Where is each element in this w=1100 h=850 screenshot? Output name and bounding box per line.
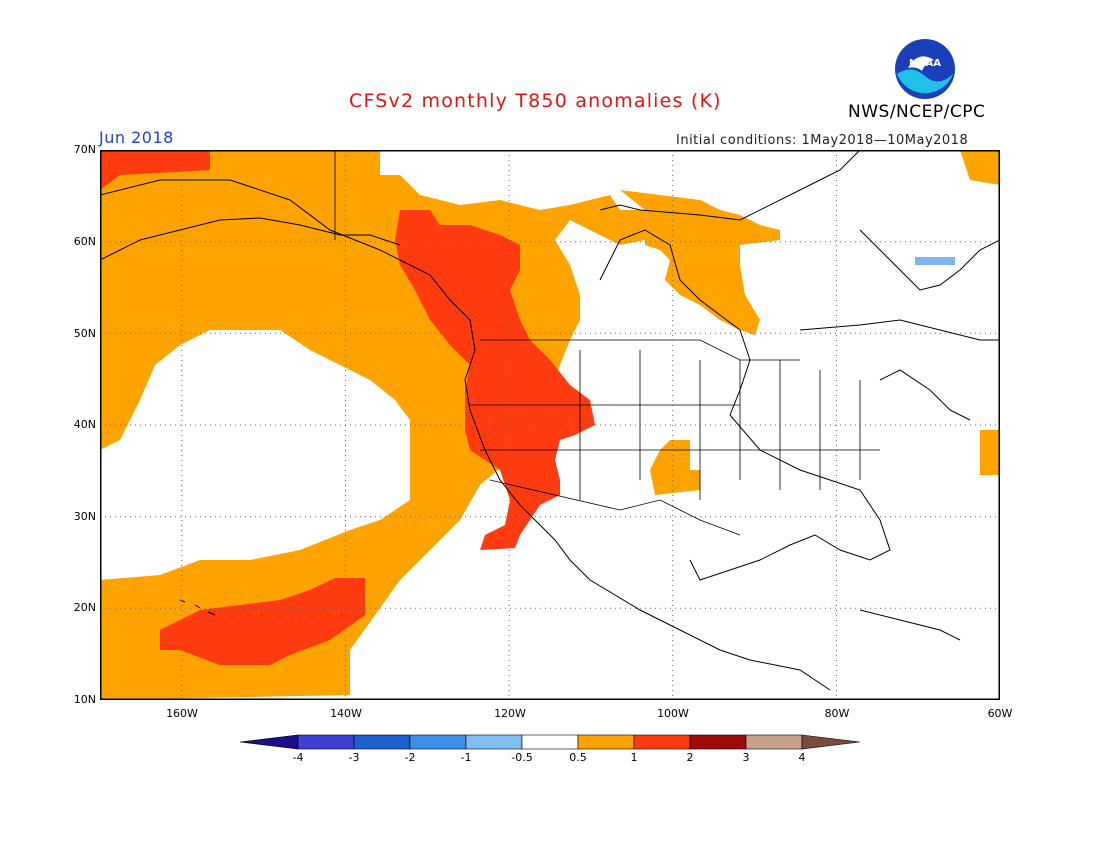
colorbar-cell-7 <box>633 734 691 750</box>
colorbar-label: -3 <box>348 751 360 764</box>
lat-label-40n: 40N <box>73 418 96 431</box>
forecast-month: Jun 2018 <box>99 128 174 147</box>
colorbar-label: -2 <box>404 751 416 764</box>
lat-label-70n: 70N <box>73 143 96 156</box>
anomaly-region-0p5-1-southwest <box>650 440 700 495</box>
colorbar-cell-2 <box>353 734 411 750</box>
colorbar-label: -0.5 <box>511 751 533 764</box>
colorbar-cell-6 <box>577 734 635 750</box>
lon-label-160w: 160W <box>166 707 198 720</box>
lat-label-60n: 60N <box>73 235 96 248</box>
anomaly-region-0p5-1-canada <box>620 190 780 335</box>
colorbar-label: 3 <box>742 751 750 764</box>
colorbar-cell-1 <box>297 734 355 750</box>
lat-label-30n: 30N <box>73 510 96 523</box>
noaa-logo-text: NOAA <box>909 58 941 69</box>
colorbar-label: -1 <box>460 751 472 764</box>
agency-label: NWS/NCEP/CPC <box>848 102 986 122</box>
neutral-region-pacific <box>100 330 410 580</box>
lon-label-140w: 140W <box>330 707 362 720</box>
colorbar-label: 0.5 <box>569 751 587 764</box>
lon-label-60w: 60W <box>987 707 1013 720</box>
colorbar-label: 4 <box>798 751 806 764</box>
noaa-logo: NOAA <box>895 39 955 99</box>
lon-label-120w: 120W <box>494 707 526 720</box>
colorbar-label: 1 <box>630 751 638 764</box>
anomaly-map <box>100 150 1000 700</box>
anomaly-region-0p5-1-atlantic <box>980 430 1000 475</box>
colorbar-cell-5 <box>521 734 579 750</box>
colorbar <box>240 734 860 750</box>
lat-label-50n: 50N <box>73 327 96 340</box>
colorbar-cell-8 <box>689 734 747 750</box>
map-frame <box>100 150 1000 700</box>
colorbar-cell-min <box>240 734 299 750</box>
lat-label-20n: 20N <box>73 601 96 614</box>
lat-label-10n: 10N <box>73 693 96 706</box>
colorbar-label: -4 <box>292 751 304 764</box>
lon-label-100w: 100W <box>657 707 689 720</box>
anomaly-region-0p5-1-labrador <box>960 150 1000 185</box>
colorbar-cell-4 <box>465 734 523 750</box>
lon-label-80w: 80W <box>824 707 850 720</box>
anomaly-region-1-2-west <box>395 210 595 550</box>
anomaly-region-neg-labrador <box>915 257 955 265</box>
anomaly-region-1-2-hawaii <box>160 578 365 665</box>
gridlines <box>100 150 1000 700</box>
initial-conditions: Initial conditions: 1May2018—10May2018 <box>676 133 969 148</box>
colorbar-cell-3 <box>409 734 467 750</box>
map-title: CFSv2 monthly T850 anomalies (K) <box>349 90 722 112</box>
anomaly-region-1-2-north <box>100 150 210 190</box>
colorbar-cell-9 <box>745 734 803 750</box>
colorbar-label: 2 <box>686 751 694 764</box>
colorbar-cell-max <box>801 734 860 750</box>
